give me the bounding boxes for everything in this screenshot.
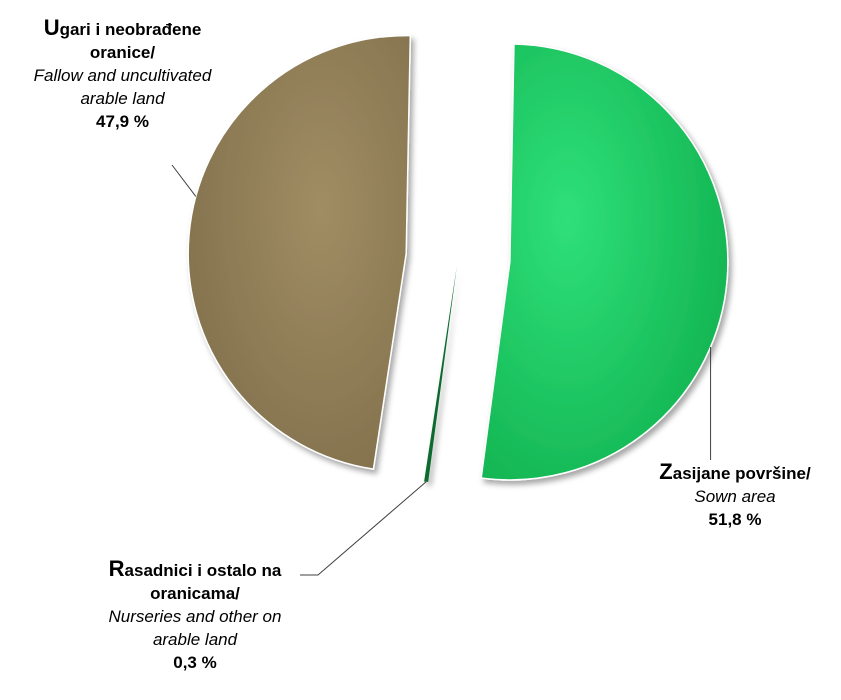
fallow-label: Ugari i neobrađene oranice/ Fallow and u…	[10, 16, 235, 133]
sown-label: Zasijane površine/ Sown area 51,8 %	[640, 460, 830, 531]
sown-label-sr-text: asijane površine/	[672, 464, 811, 483]
fallow-label-initial: U	[43, 15, 60, 40]
fallow-label-en: Fallow and uncultivated	[33, 66, 212, 85]
fallow-label-en2: arable land	[80, 89, 165, 108]
fallow-label-sr-text2: oranice/	[89, 43, 156, 62]
sown-label-en: Sown area	[694, 487, 776, 506]
fallow-value-label: 47,9 %	[96, 112, 149, 131]
nurseries-value-label: 0,3 %	[173, 653, 217, 672]
sown-label-sr: Zasijane površine/	[640, 460, 830, 485]
nurseries-label-en2: arable land	[152, 630, 238, 649]
fallow-label-sr: Ugari i neobrađene	[10, 16, 235, 41]
sown-label-initial: Z	[659, 459, 673, 484]
leader-line-nurseries	[300, 481, 427, 576]
sown-value-label: 51,8 %	[708, 510, 762, 529]
fallow-label-sr-text: gari i neobrađene	[59, 20, 202, 39]
pie-slice-nurseries	[424, 265, 457, 483]
nurseries-label: Rasadnici i ostalo na oranicama/ Nurseri…	[70, 557, 320, 674]
nurseries-label-sr: Rasadnici i ostalo na	[70, 557, 320, 582]
pie-slice-fallow	[187, 34, 412, 470]
nurseries-label-initial: R	[108, 556, 125, 581]
nurseries-label-sr-text: asadnici i ostalo na	[124, 561, 282, 580]
nurseries-label-sr-text2: oranicama/	[150, 584, 240, 603]
nurseries-label-en: Nurseries and other on	[108, 607, 282, 626]
leader-line-fallow	[171, 164, 197, 197]
pie-slice-sown	[480, 43, 729, 481]
